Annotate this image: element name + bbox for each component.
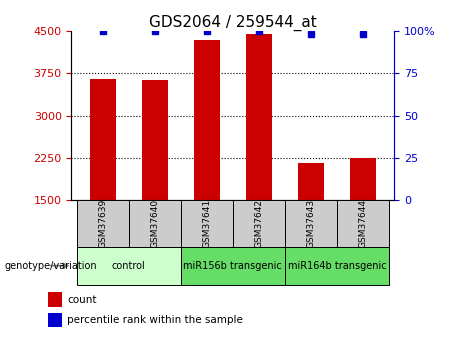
Text: GSM37639: GSM37639 (98, 199, 107, 248)
Bar (285, 247, 389, 285)
Bar (77, 200, 129, 247)
Bar (233, 200, 285, 247)
Bar (90, 79, 116, 200)
Bar (337, 200, 389, 247)
Bar (350, 158, 376, 200)
Title: GDS2064 / 259544_at: GDS2064 / 259544_at (149, 15, 317, 31)
Bar (194, 40, 220, 200)
Text: GSM37641: GSM37641 (202, 199, 211, 248)
Bar (285, 200, 337, 247)
Text: GSM37644: GSM37644 (358, 199, 367, 248)
Bar (181, 247, 285, 285)
Text: GSM37643: GSM37643 (307, 199, 315, 248)
Text: GSM37640: GSM37640 (150, 199, 159, 248)
Bar (77, 247, 181, 285)
Bar (142, 79, 168, 200)
Bar (298, 164, 324, 200)
Text: percentile rank within the sample: percentile rank within the sample (67, 315, 243, 325)
Bar (48, 292, 62, 307)
Text: miR156b transgenic: miR156b transgenic (183, 261, 282, 270)
Text: miR164b transgenic: miR164b transgenic (288, 261, 386, 270)
Text: genotype/variation: genotype/variation (5, 261, 97, 270)
Bar (129, 200, 181, 247)
Text: GSM37642: GSM37642 (254, 199, 263, 248)
Text: control: control (112, 261, 146, 270)
Bar (181, 200, 233, 247)
Bar (48, 313, 62, 327)
Text: count: count (67, 295, 97, 305)
Bar (246, 34, 272, 200)
